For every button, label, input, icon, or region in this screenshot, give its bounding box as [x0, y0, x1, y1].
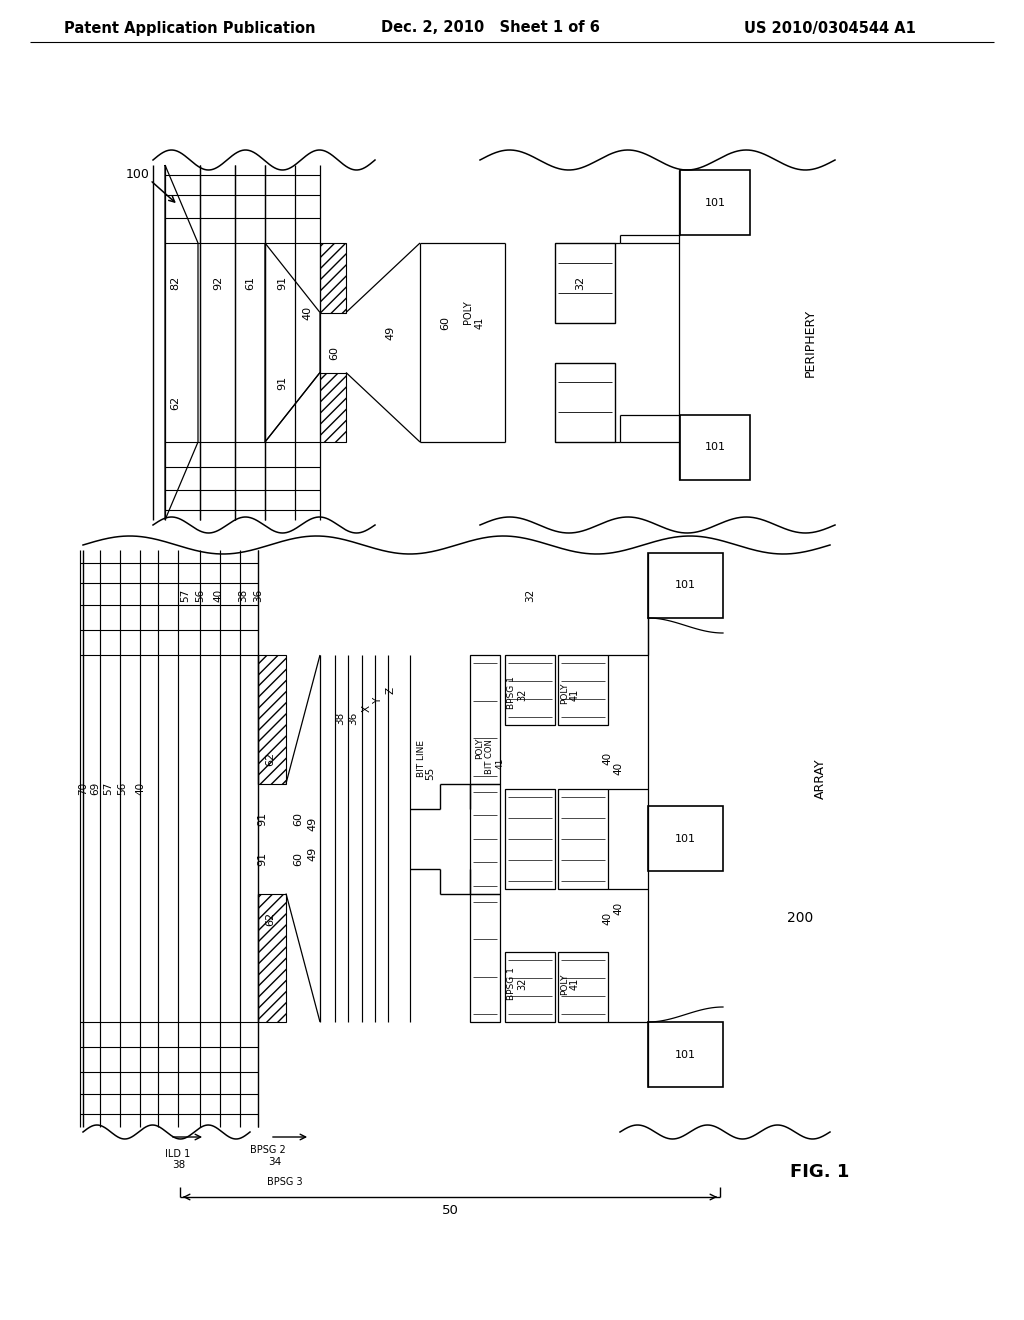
Text: 82: 82: [170, 276, 180, 289]
Text: ARRAY: ARRAY: [813, 758, 826, 799]
Text: 38: 38: [172, 1160, 185, 1170]
Text: FIG. 1: FIG. 1: [791, 1163, 850, 1181]
Text: 40: 40: [602, 912, 612, 925]
Bar: [505, 952, 555, 1022]
Text: Z: Z: [385, 686, 395, 694]
Bar: [648, 807, 723, 871]
Text: 32: 32: [517, 978, 527, 990]
Text: 41: 41: [570, 689, 580, 701]
Text: 91: 91: [257, 851, 267, 866]
Text: 101: 101: [675, 1049, 696, 1060]
Text: BPSG 1: BPSG 1: [508, 677, 516, 709]
Text: 40: 40: [213, 589, 223, 602]
Text: 40: 40: [613, 902, 623, 915]
Text: 32: 32: [575, 276, 585, 289]
Text: 101: 101: [705, 198, 725, 207]
Text: 61: 61: [245, 276, 255, 289]
Text: 49: 49: [307, 846, 317, 861]
Text: ILD 1: ILD 1: [165, 1148, 190, 1159]
Text: 91: 91: [278, 375, 287, 389]
Bar: [558, 655, 608, 725]
Text: 49: 49: [385, 325, 395, 339]
Text: 34: 34: [268, 1158, 282, 1167]
Text: 101: 101: [675, 581, 696, 590]
Text: 38: 38: [335, 711, 345, 725]
Text: 55: 55: [425, 767, 435, 780]
Text: 70: 70: [78, 781, 88, 795]
Text: 200: 200: [786, 912, 813, 925]
Text: 92: 92: [213, 276, 223, 289]
Bar: [680, 414, 750, 480]
Bar: [558, 788, 608, 888]
Bar: [505, 655, 555, 725]
Text: PERIPHERY: PERIPHERY: [804, 309, 816, 376]
Text: 40: 40: [602, 752, 612, 766]
Text: 36: 36: [253, 589, 263, 602]
Text: 56: 56: [195, 589, 205, 602]
Text: 57: 57: [103, 781, 113, 795]
Text: BPSG 1: BPSG 1: [508, 968, 516, 1001]
Text: BPSG 3: BPSG 3: [267, 1177, 303, 1187]
Text: 60: 60: [293, 851, 303, 866]
Text: 100: 100: [126, 169, 150, 181]
Text: POLY: POLY: [560, 682, 569, 704]
Bar: [319, 372, 346, 442]
Text: 101: 101: [675, 833, 696, 843]
Text: 40: 40: [613, 762, 623, 775]
Text: 91: 91: [257, 812, 267, 825]
Text: 60: 60: [293, 812, 303, 825]
Text: 62: 62: [265, 911, 275, 925]
Text: 91: 91: [278, 276, 287, 289]
Text: BPSG 2: BPSG 2: [250, 1144, 286, 1155]
Text: 40: 40: [135, 781, 145, 795]
Bar: [470, 784, 500, 894]
Bar: [258, 894, 286, 1022]
Text: POLY: POLY: [475, 738, 484, 759]
Text: Patent Application Publication: Patent Application Publication: [65, 21, 315, 36]
Text: 60: 60: [329, 346, 339, 359]
Text: 50: 50: [441, 1204, 459, 1217]
Text: 32: 32: [517, 689, 527, 701]
Text: 40: 40: [302, 305, 312, 319]
Bar: [648, 1022, 723, 1086]
Text: 62: 62: [170, 396, 180, 409]
Bar: [505, 788, 555, 888]
Text: POLY: POLY: [560, 973, 569, 995]
Text: US 2010/0304544 A1: US 2010/0304544 A1: [744, 21, 915, 36]
Text: 49: 49: [307, 816, 317, 830]
Text: X: X: [362, 705, 372, 711]
Bar: [470, 894, 500, 1022]
Bar: [258, 655, 286, 784]
Text: 36: 36: [348, 711, 358, 725]
Text: 38: 38: [238, 589, 248, 602]
Text: POLY: POLY: [463, 301, 473, 325]
Text: 41: 41: [496, 758, 505, 770]
Text: BIT LINE: BIT LINE: [418, 741, 427, 777]
Bar: [558, 952, 608, 1022]
Text: 62: 62: [265, 751, 275, 766]
Text: 101: 101: [705, 442, 725, 453]
Bar: [680, 170, 750, 235]
Text: 57: 57: [180, 589, 190, 602]
Bar: [555, 363, 615, 442]
Text: Y: Y: [373, 697, 383, 704]
Text: 41: 41: [475, 317, 485, 329]
Text: 69: 69: [90, 781, 100, 795]
Text: 41: 41: [570, 978, 580, 990]
Bar: [470, 655, 500, 784]
Text: 32: 32: [525, 589, 535, 602]
Bar: [648, 553, 723, 618]
Text: BIT CON: BIT CON: [485, 739, 495, 774]
Bar: [319, 243, 346, 313]
Text: 60: 60: [440, 315, 450, 330]
Text: Dec. 2, 2010   Sheet 1 of 6: Dec. 2, 2010 Sheet 1 of 6: [381, 21, 599, 36]
Bar: [555, 243, 615, 322]
Text: 56: 56: [117, 781, 127, 795]
